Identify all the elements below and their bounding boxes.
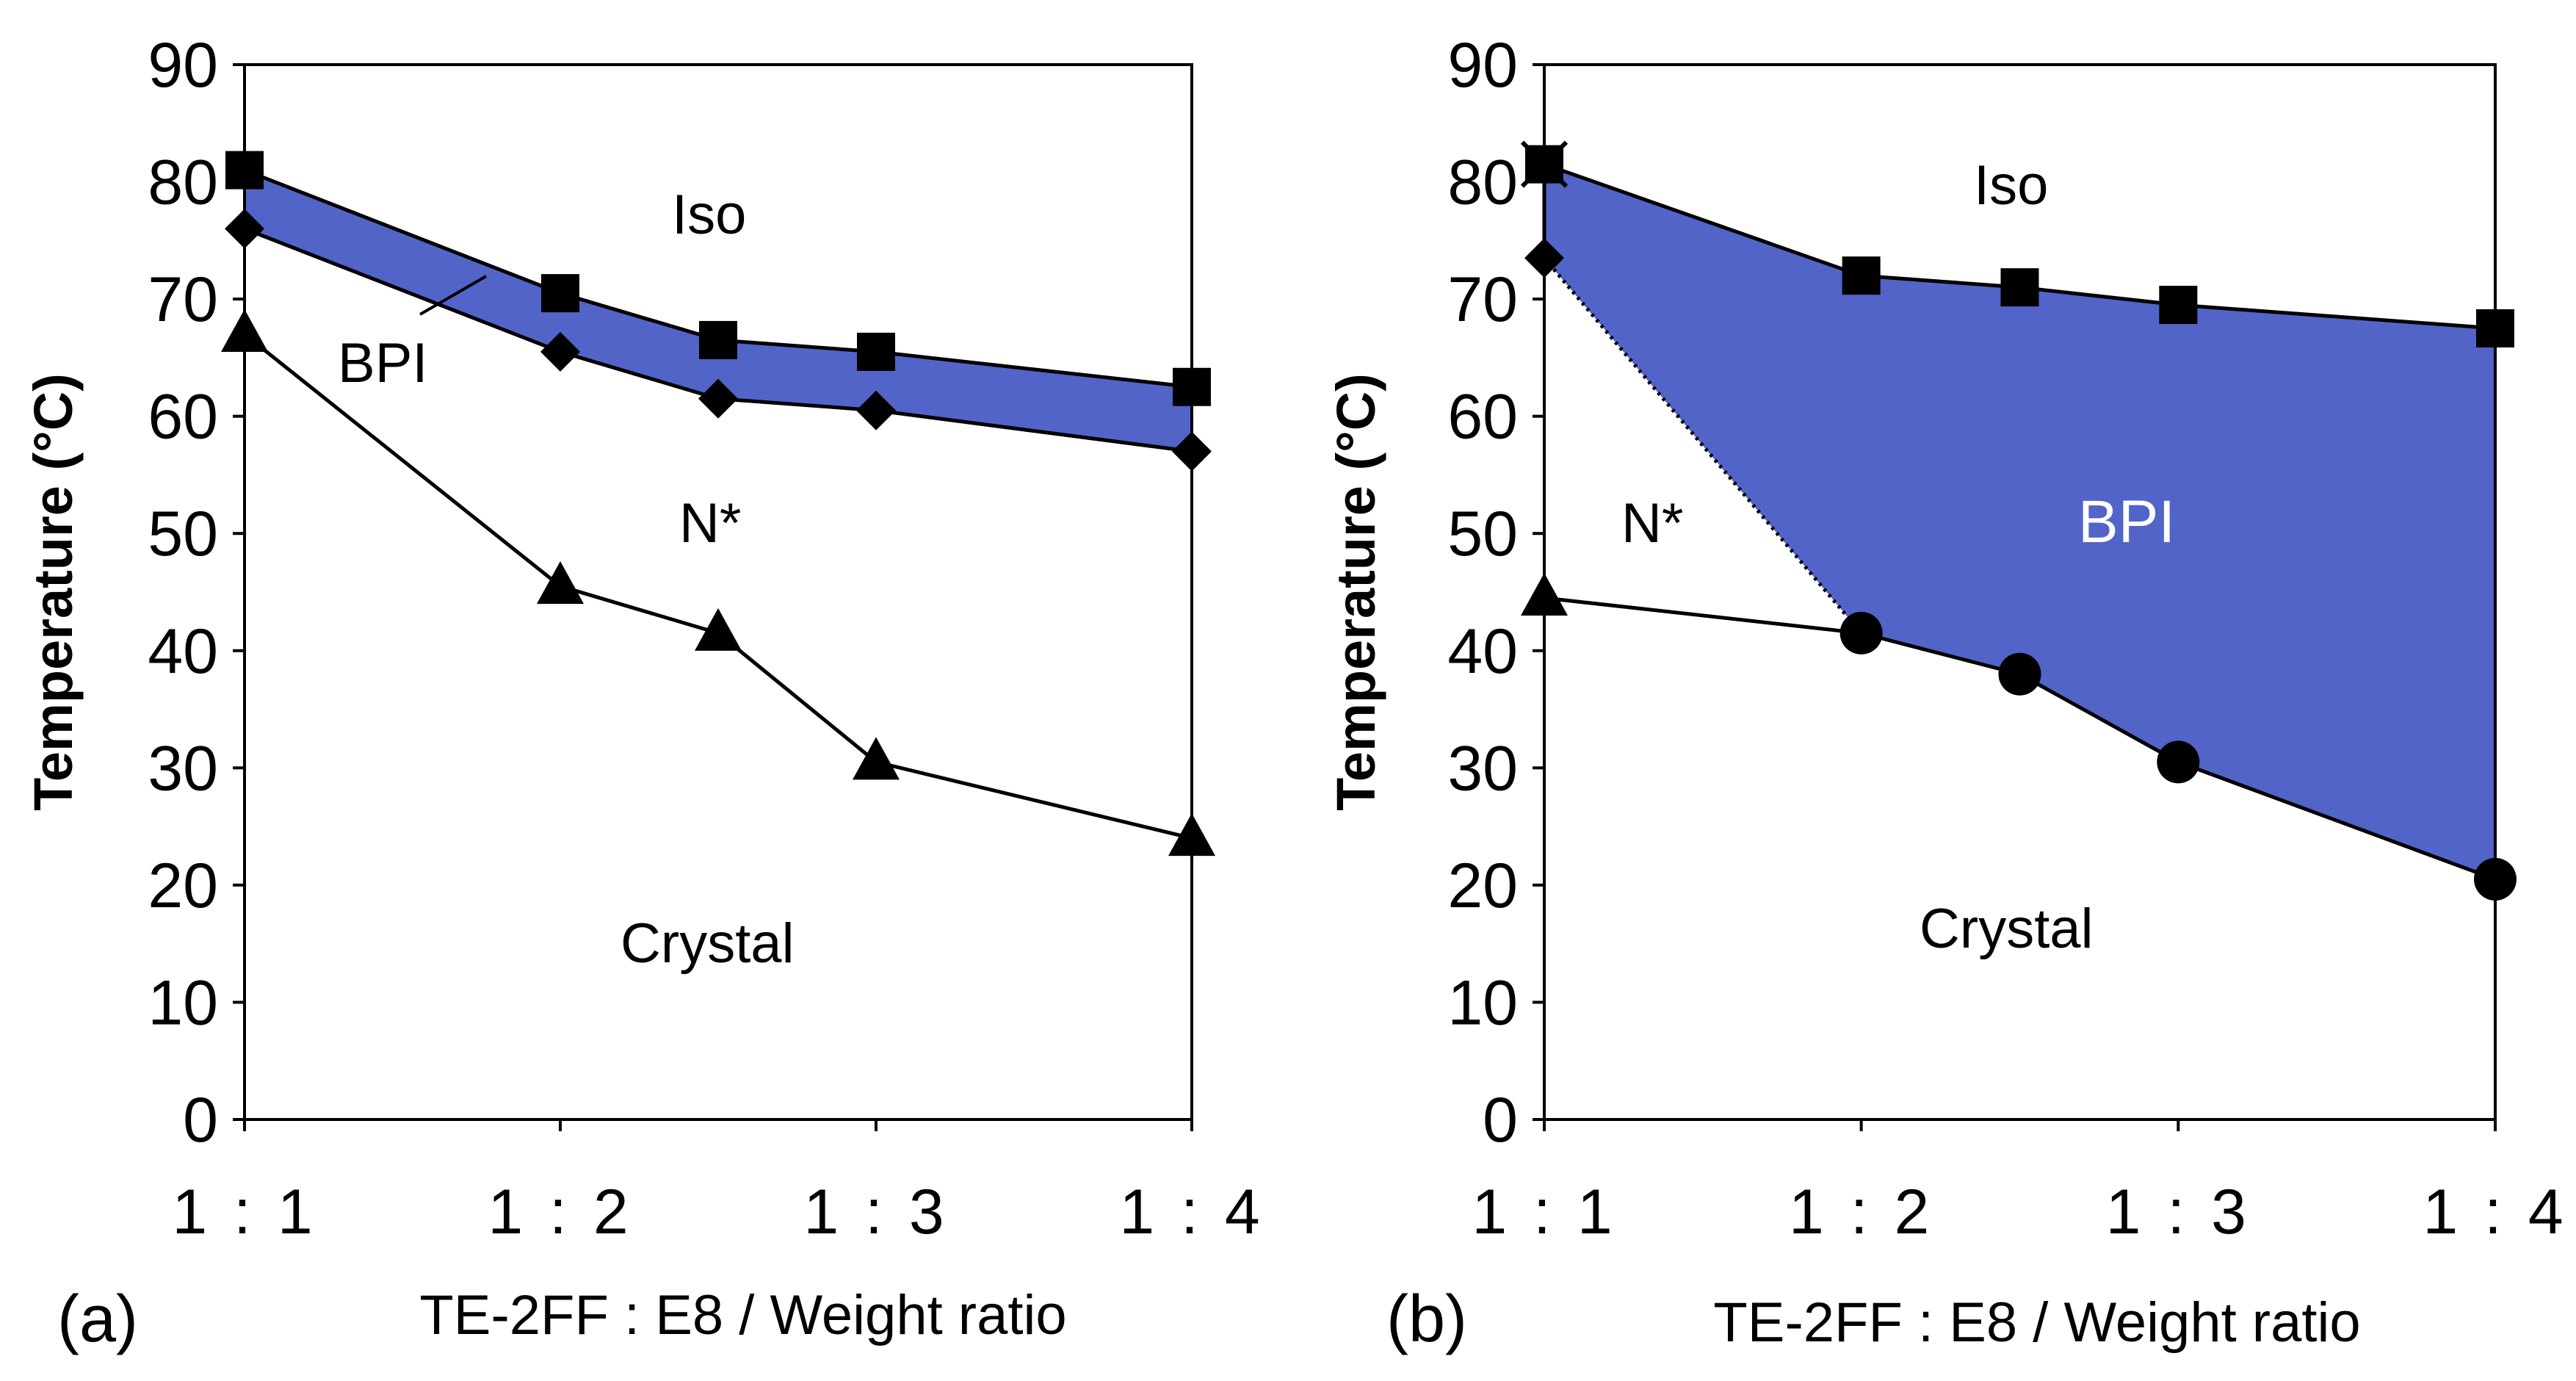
panel-b-y-axis-label: Temperature (°C) [1325, 373, 1386, 811]
panel-b-region-bpi: BPI [2078, 488, 2175, 555]
data-point-diamond [856, 390, 896, 430]
panel-b: 0 10 20 30 40 50 60 70 80 90 1 : 1 1 : 2 1 : 3 1 : 4… [1325, 30, 2567, 1356]
x-tick-label: 1 : 2 [1789, 1177, 1933, 1247]
y-tick-label: 70 [148, 264, 218, 335]
bpi-region-fill [1544, 164, 2495, 879]
y-tick-label: 30 [148, 733, 218, 804]
panel-a-y-ticks: 0 10 20 30 40 50 60 70 80 90 [148, 30, 245, 1155]
x-tick-label: 1 : 1 [1472, 1177, 1616, 1247]
panel-a-bpi-pointer [419, 275, 488, 316]
data-point-square [699, 320, 737, 359]
panel-a-region-iso: Iso [672, 184, 746, 246]
data-point-triangle [853, 737, 900, 780]
bpi-band-fill [245, 170, 1192, 452]
panel-b-x-axis-label: TE-2FF : E8 / Weight ratio [1713, 1291, 2360, 1354]
panel-a: 0 10 20 30 40 50 60 70 80 90 1 : 1 1 : 2 1 : 3 1 : 4… [23, 30, 1264, 1356]
data-point-diamond [698, 378, 738, 419]
data-point-triangle [537, 561, 584, 605]
data-point-square [225, 151, 264, 190]
data-point-square [1173, 367, 1211, 406]
panel-b-y-ticks: 0 10 20 30 40 50 60 70 80 90 [1447, 30, 1544, 1155]
x-tick-label: 1 : 3 [803, 1177, 948, 1247]
data-point-square [2000, 268, 2039, 307]
y-tick-label: 30 [1447, 733, 1518, 804]
series-line [1861, 631, 2496, 881]
panel-a-tag: (a) [57, 1283, 138, 1356]
data-point-circle [1839, 611, 1883, 655]
data-point-diamond [1172, 431, 1212, 472]
y-tick-label: 90 [1447, 30, 1518, 101]
panel-a-region-crystal: Crystal [621, 912, 794, 975]
y-tick-label: 80 [148, 148, 218, 218]
panel-b-tag: (b) [1386, 1283, 1467, 1356]
y-tick-label: 10 [148, 967, 218, 1038]
data-point-triangle [1168, 813, 1215, 857]
panel-a-bpi-band [245, 170, 1192, 452]
panel-b-x-ticks: 1 : 1 1 : 2 1 : 3 1 : 4 [1472, 1119, 2567, 1247]
y-tick-label: 80 [1447, 148, 1518, 218]
data-point-square [857, 332, 895, 371]
y-tick-label: 40 [1447, 616, 1518, 687]
y-tick-label: 50 [148, 499, 218, 569]
panel-b-markers [1520, 140, 2517, 901]
y-tick-label: 40 [148, 616, 218, 687]
x-tick-label: 1 : 2 [488, 1177, 632, 1247]
y-tick-label: 60 [1447, 382, 1518, 452]
panel-a-y-axis-label: Temperature (°C) [23, 373, 84, 811]
y-tick-label: 0 [183, 1085, 218, 1155]
panel-a-x-ticks: 1 : 1 1 : 2 1 : 3 1 : 4 [172, 1119, 1264, 1247]
dotted-boundary-line [1543, 256, 1863, 635]
x-tick-label: 1 : 4 [2423, 1177, 2567, 1247]
data-point-circle [2474, 857, 2517, 901]
data-point-diamond [225, 209, 264, 249]
panel-a-plot-frame [243, 63, 1193, 1121]
y-tick-label: 60 [148, 382, 218, 452]
panel-a-region-nstar: N* [679, 492, 741, 555]
panel-b-region-nstar: N* [1621, 492, 1683, 555]
nstar-crystal-line [1544, 596, 1862, 635]
data-point-cross [1520, 140, 1569, 188]
y-tick-label: 0 [1483, 1085, 1518, 1155]
y-tick-label: 20 [148, 851, 218, 921]
data-point-circle [1998, 652, 2041, 696]
data-point-diamond [540, 331, 580, 372]
x-tick-label: 1 : 3 [2106, 1177, 2251, 1247]
panel-a-region-bpi: BPI [338, 332, 428, 394]
y-tick-label: 20 [1447, 851, 1518, 921]
panel-b-series [1542, 162, 2496, 881]
panel-b-region-crystal: Crystal [1920, 898, 2093, 960]
y-tick-label: 10 [1447, 967, 1518, 1038]
y-tick-label: 70 [1447, 264, 1518, 335]
panel-a-x-axis-label: TE-2FF : E8 / Weight ratio [419, 1284, 1066, 1346]
panel-b-bpi-region [1544, 164, 2495, 879]
data-point-square [2159, 286, 2198, 325]
data-point-circle [2157, 740, 2200, 784]
panel-a-markers [221, 151, 1215, 857]
data-point-triangle [1521, 572, 1568, 616]
panel-b-region-iso: Iso [1974, 154, 2048, 217]
data-point-square [541, 274, 579, 313]
data-point-square [1842, 256, 1881, 295]
data-point-triangle [221, 309, 268, 352]
data-point-diamond [1524, 238, 1564, 278]
y-tick-label: 50 [1447, 499, 1518, 569]
x-tick-label: 1 : 4 [1119, 1177, 1264, 1247]
x-tick-label: 1 : 1 [172, 1177, 316, 1247]
y-tick-label: 90 [148, 30, 218, 101]
data-point-square [2476, 309, 2514, 347]
data-point-triangle [695, 607, 742, 651]
